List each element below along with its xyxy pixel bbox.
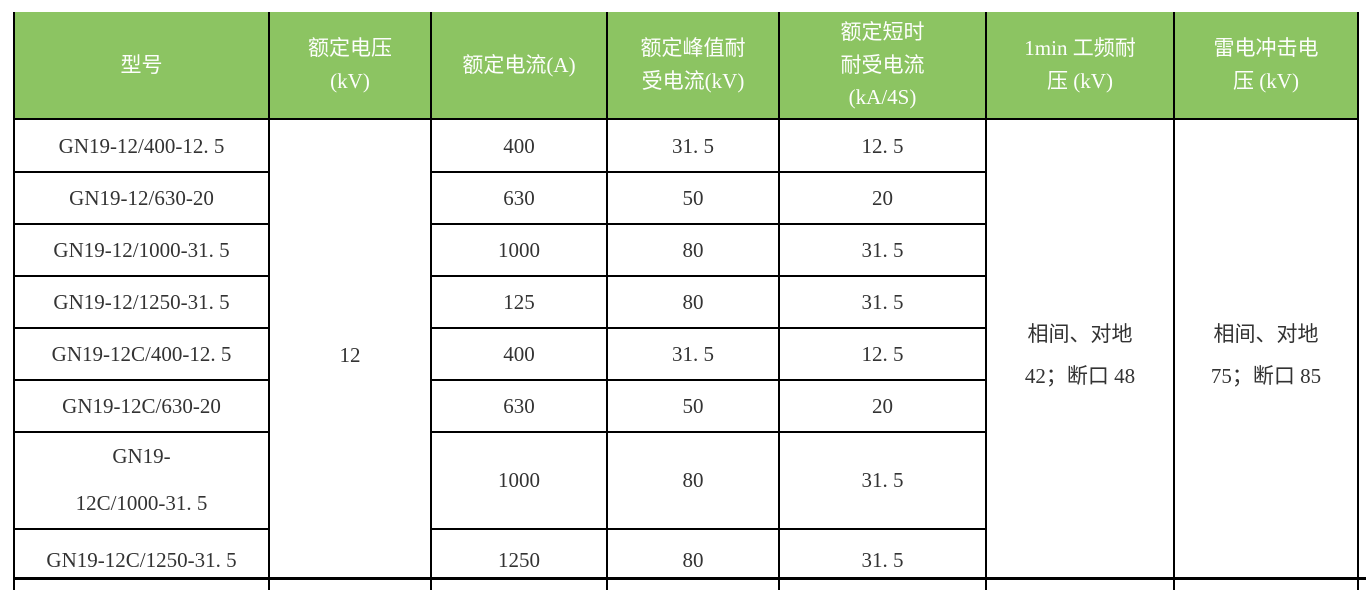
cell-short-time-current: 12. 5 bbox=[778, 327, 987, 381]
cell-model: GN19-12/1250-31. 5 bbox=[13, 275, 270, 329]
header-cell-rated-voltage: 额定电压 (kV) bbox=[268, 12, 432, 120]
table-row: GN19-12C/630-20 630 50 20 bbox=[13, 379, 1358, 433]
table-row: GN19-12/1250-31. 5 125 80 31. 5 bbox=[13, 275, 1358, 329]
cell-short-time-current: 20 bbox=[778, 379, 987, 433]
cell-rated-current: 630 bbox=[430, 171, 608, 225]
cell-short-time-current: 20 bbox=[778, 171, 987, 225]
spec-table: 型号 额定电压 (kV) 额定电流(A) 额定峰值耐 受电流(kV) 额定短时 … bbox=[13, 12, 1359, 590]
header-row: 型号 额定电压 (kV) 额定电流(A) 额定峰值耐 受电流(kV) 额定短时 … bbox=[13, 12, 1359, 120]
cell-peak-current: 80 bbox=[606, 431, 780, 530]
header-cell-peak-withstand-current: 额定峰值耐 受电流(kV) bbox=[606, 12, 780, 120]
cell-peak-current: 50 bbox=[606, 379, 780, 433]
header-cell-short-time-withstand-current: 额定短时 耐受电流 (kA/4S) bbox=[778, 12, 987, 120]
table-row: GN19-12/400-12. 5 12 400 31. 5 12. 5 相间、… bbox=[13, 118, 1359, 590]
cell-peak-current: 80 bbox=[606, 527, 780, 590]
cell-rated-current: 125 bbox=[430, 275, 608, 329]
cell-rated-current: 1250 bbox=[430, 527, 608, 590]
cell-peak-current: 31. 5 bbox=[606, 118, 780, 173]
cell-rated-current: 1000 bbox=[430, 431, 608, 530]
table-row: GN19- 12C/1000-31. 5 1000 80 31. 5 bbox=[13, 431, 1358, 530]
cell-short-time-current: 31. 5 bbox=[778, 431, 987, 530]
table-row: GN19-12/1000-31. 5 1000 80 31. 5 bbox=[13, 223, 1358, 277]
header-cell-rated-current: 额定电流(A) bbox=[430, 12, 608, 120]
cell-model: GN19- 12C/1000-31. 5 bbox=[13, 431, 270, 530]
cell-short-time-current: 31. 5 bbox=[778, 223, 987, 277]
cell-rated-current: 400 bbox=[430, 327, 608, 381]
cell-model: GN19-12/1000-31. 5 bbox=[13, 223, 270, 277]
cell-short-time-current: 12. 5 bbox=[778, 118, 987, 173]
header-cell-model: 型号 bbox=[13, 12, 270, 120]
cell-short-time-current: 31. 5 bbox=[778, 527, 987, 590]
bottom-divider bbox=[13, 577, 1366, 580]
header-cell-power-frequency-withstand: 1min 工频耐 压 (kV) bbox=[985, 12, 1175, 120]
cell-peak-current: 31. 5 bbox=[606, 327, 780, 381]
cell-rated-current: 630 bbox=[430, 379, 608, 433]
table-row: GN19-12/630-20 630 50 20 bbox=[13, 171, 1358, 225]
cell-lightning-impulse-merged: 相间、对地 75；断口 85 bbox=[1173, 118, 1359, 590]
cell-model: GN19-12/400-12. 5 bbox=[13, 118, 270, 173]
cell-power-frequency-merged: 相间、对地 42；断口 48 bbox=[985, 118, 1175, 590]
cell-model: GN19-12C/400-12. 5 bbox=[13, 327, 270, 381]
cell-model: GN19-12/630-20 bbox=[13, 171, 270, 225]
cell-model: GN19-12C/630-20 bbox=[13, 379, 270, 433]
table-row: GN19-12C/400-12. 5 400 31. 5 12. 5 bbox=[13, 327, 1358, 381]
cell-rated-current: 400 bbox=[430, 118, 608, 173]
cell-peak-current: 50 bbox=[606, 171, 780, 225]
cell-peak-current: 80 bbox=[606, 223, 780, 277]
header-cell-lightning-impulse: 雷电冲击电 压 (kV) bbox=[1173, 12, 1359, 120]
cell-short-time-current: 31. 5 bbox=[778, 275, 987, 329]
cell-model: GN19-12C/1250-31. 5 bbox=[13, 527, 270, 590]
cell-peak-current: 80 bbox=[606, 275, 780, 329]
cell-rated-current: 1000 bbox=[430, 223, 608, 277]
cell-rated-voltage-merged: 12 bbox=[268, 118, 432, 590]
